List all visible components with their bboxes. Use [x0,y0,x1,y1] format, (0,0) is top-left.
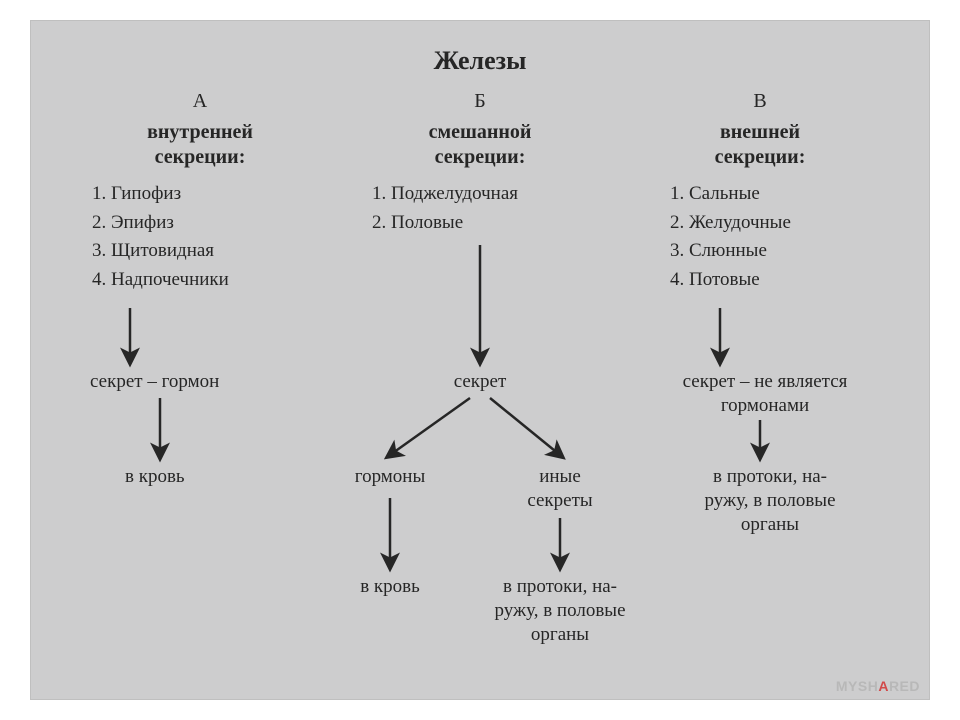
diagram-page: Железы А внутренней секреции: 1. Гипофиз… [30,20,930,700]
arrow-group [130,245,760,565]
arrow [390,398,470,455]
arrows-layer [30,20,930,700]
watermark: MYSHARED [836,678,920,694]
watermark-part: MY [836,678,858,694]
watermark-part: A [878,678,889,694]
watermark-part: SH [858,678,878,694]
arrow [490,398,560,455]
watermark-part: RED [889,678,920,694]
